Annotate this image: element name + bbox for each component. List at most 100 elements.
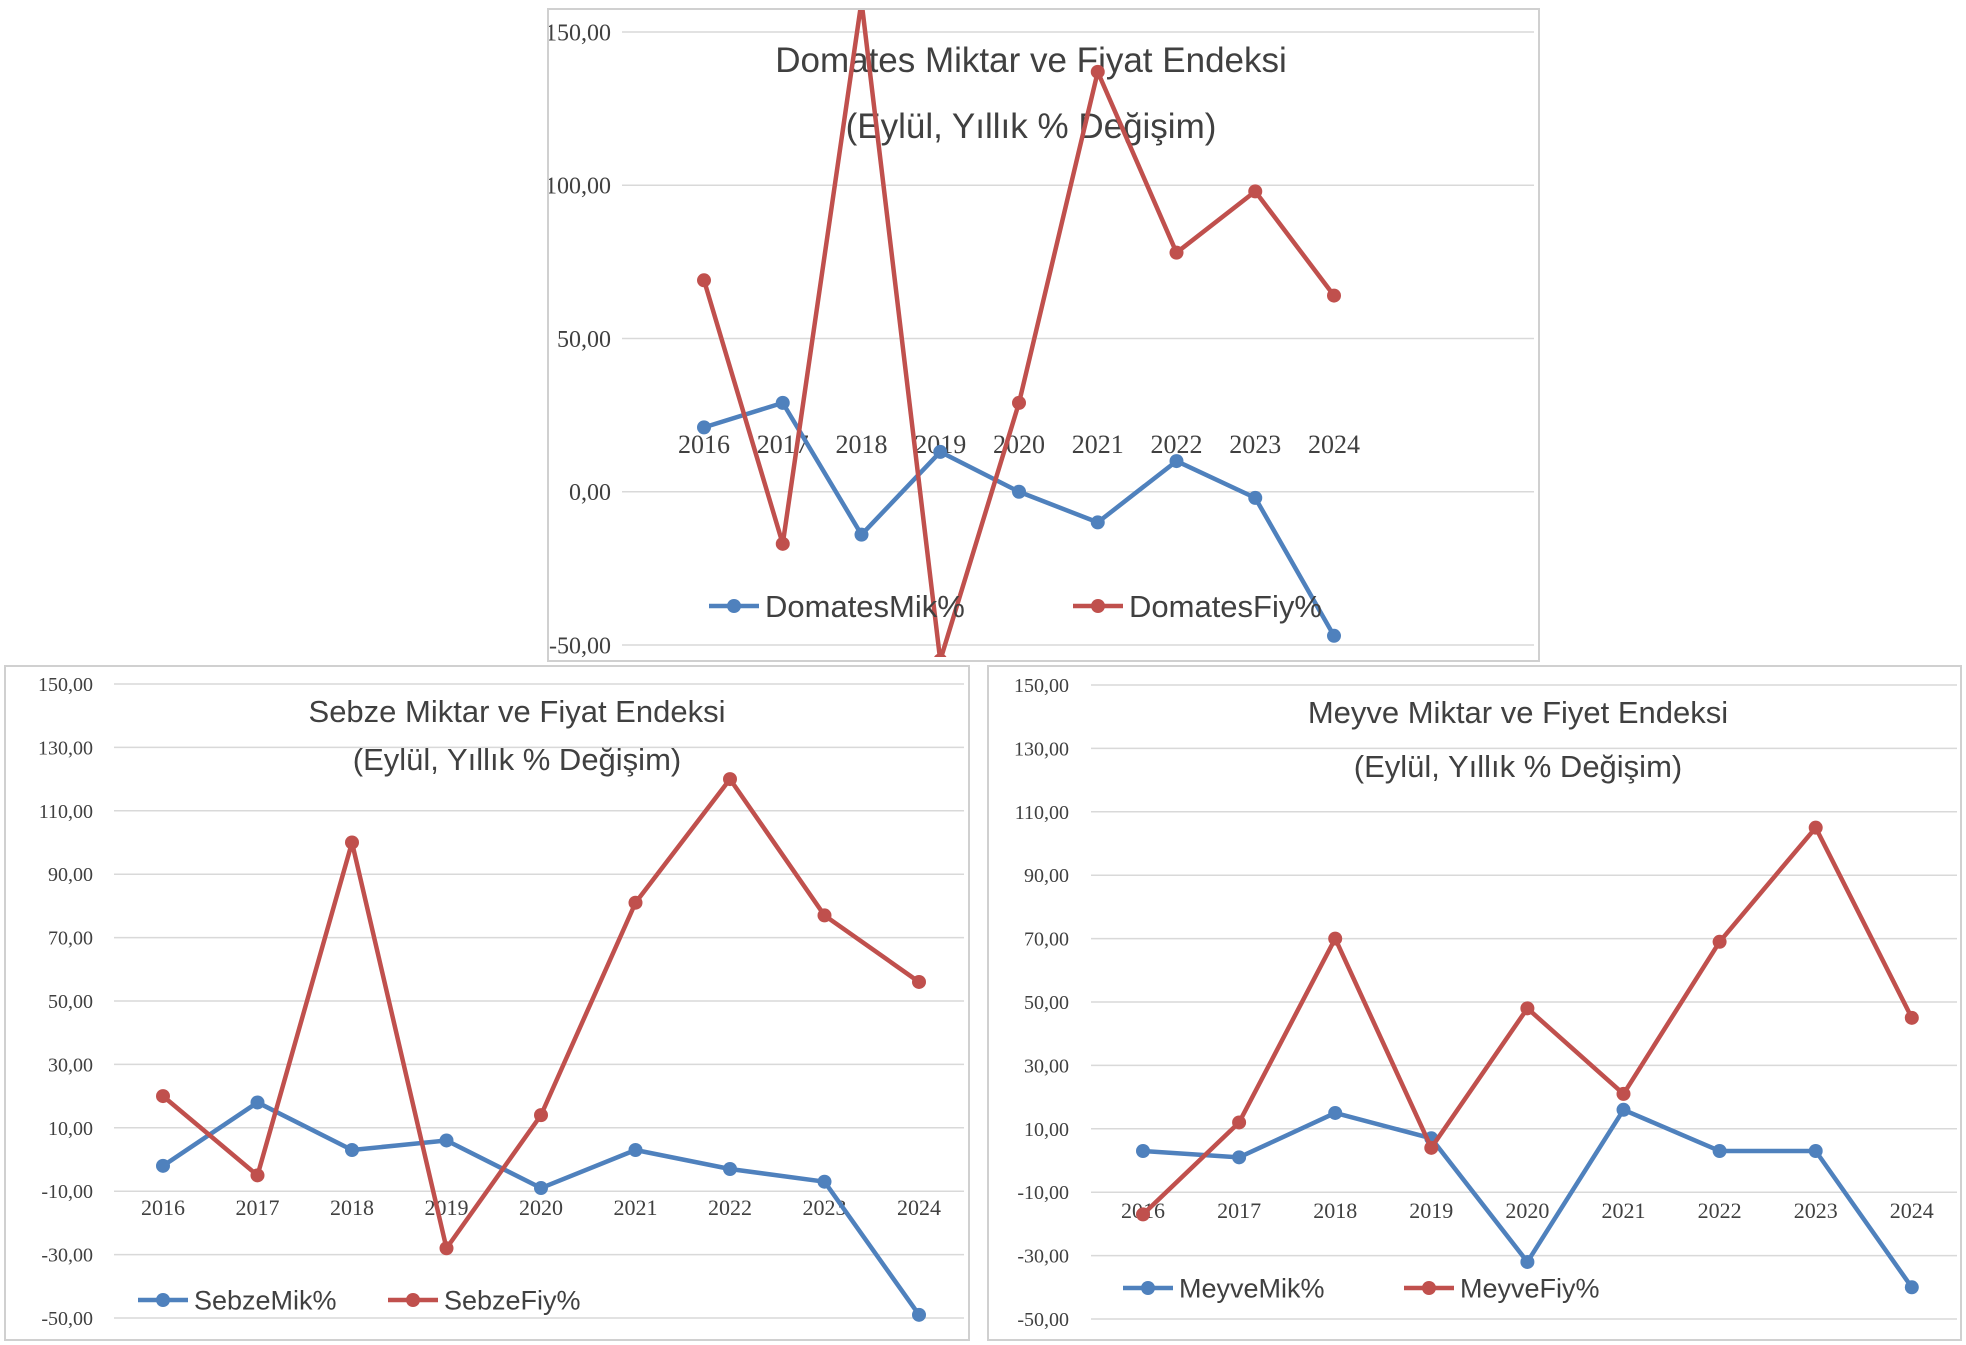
data-point	[1328, 1105, 1343, 1120]
data-point	[156, 1089, 170, 1104]
data-point	[854, 527, 869, 542]
x-tick-label: 2020	[1505, 1198, 1549, 1223]
x-tick-label: 2023	[1794, 1198, 1838, 1223]
data-point	[1248, 490, 1263, 505]
y-tick-label: -10,00	[1017, 1182, 1069, 1204]
data-point	[775, 536, 790, 551]
data-point	[1012, 484, 1026, 499]
x-tick-label: 2024	[897, 1195, 941, 1220]
y-tick-label: 150,00	[549, 20, 611, 46]
data-point	[1012, 395, 1026, 410]
data-point	[1328, 931, 1343, 946]
data-point	[912, 1307, 926, 1322]
data-point	[775, 395, 790, 410]
y-tick-label: -30,00	[1017, 1246, 1069, 1268]
data-point	[534, 1108, 548, 1123]
data-point	[156, 1158, 170, 1173]
chart-subtitle: (Eylül, Yıllık % Değişim)	[1354, 749, 1682, 784]
series-line-1	[1141, 825, 1914, 1217]
chart-title: Domates Miktar ve Fiyat Endeksi	[775, 41, 1287, 80]
data-point	[1520, 1254, 1535, 1269]
data-point	[1232, 1115, 1247, 1130]
data-point	[934, 653, 947, 657]
y-tick-label: 10,00	[1024, 1119, 1069, 1141]
x-tick-label: 2021	[1602, 1198, 1646, 1223]
data-point	[250, 1168, 265, 1183]
meyve-chart-panel: 150,00 130,00 110,00 90,00 70,00 50,00 30,00 10…	[987, 665, 1962, 1341]
y-tick-label: 0,00	[569, 480, 611, 506]
data-point	[1712, 1143, 1727, 1158]
legend-label: MeyveMik%	[1179, 1273, 1325, 1303]
data-point	[628, 895, 643, 910]
domates-chart-panel: 150,00 100,00 50,00 0,00 -50,00 2016 2017 2018 2…	[547, 8, 1540, 662]
y-tick-label: 150,00	[38, 674, 93, 696]
x-tick-label: 2018	[1313, 1198, 1357, 1223]
data-point	[1712, 934, 1727, 949]
chart-subtitle: (Eylül, Yıllık % Değişim)	[353, 742, 681, 777]
y-tick-label: 150,00	[1014, 675, 1069, 697]
y-tick-label: 130,00	[38, 737, 93, 759]
legend-marker	[1141, 1281, 1155, 1295]
data-point	[1327, 628, 1341, 643]
x-tick-label: 2021	[614, 1195, 658, 1220]
x-tick-label: 2022	[708, 1195, 752, 1220]
y-tick-label: 30,00	[1024, 1055, 1069, 1077]
data-point	[697, 273, 711, 288]
data-point	[723, 772, 737, 787]
x-tick-label: 2016	[141, 1195, 185, 1220]
y-tick-label: -50,00	[549, 633, 611, 659]
x-tick-label: 2019	[425, 1195, 469, 1220]
data-point	[1808, 1143, 1823, 1158]
data-point	[1169, 245, 1184, 260]
y-tick-label: 50,00	[1024, 992, 1069, 1014]
x-tick-label: 2022	[1698, 1198, 1742, 1223]
data-point	[345, 1142, 359, 1157]
x-tick-label: 2024	[1308, 430, 1360, 459]
x-tick-label: 2016	[678, 430, 730, 459]
x-tick-label: 2020	[993, 430, 1045, 459]
data-point	[1136, 1207, 1150, 1222]
data-point	[1232, 1150, 1247, 1165]
legend-label: DomatesFiy%	[1129, 589, 1322, 624]
x-tick-label: 2021	[1072, 430, 1124, 459]
data-point	[1090, 64, 1105, 79]
meyve-chart: 150,00 130,00 110,00 90,00 70,00 50,00 30,00 10…	[1014, 675, 1957, 1331]
data-point	[1136, 1143, 1150, 1158]
data-point	[628, 1142, 643, 1157]
data-point	[1616, 1102, 1631, 1117]
sebze-chart-panel: 150,00 130,00 110,00 90,00 70,00 50,00 30,00 10…	[4, 665, 970, 1341]
x-tick-label: 2024	[1890, 1198, 1934, 1223]
x-tick-label: 2017	[1217, 1198, 1261, 1223]
data-point	[1327, 288, 1341, 303]
y-tick-label: 50,00	[48, 991, 93, 1013]
data-point	[933, 444, 948, 459]
data-point	[1904, 1280, 1919, 1295]
y-tick-label: 110,00	[39, 801, 93, 823]
data-point	[697, 420, 711, 435]
y-tick-label: -50,00	[41, 1308, 93, 1330]
data-point	[1616, 1086, 1631, 1101]
data-point	[1520, 1001, 1535, 1016]
y-tick-label: 100,00	[549, 174, 611, 200]
legend-label: DomatesMik%	[765, 589, 965, 624]
y-tick-label: 50,00	[557, 327, 611, 353]
data-point	[1090, 515, 1105, 530]
legend-marker	[727, 599, 741, 613]
y-tick-label: 10,00	[48, 1118, 93, 1140]
x-tick-label: 2017	[236, 1195, 280, 1220]
y-tick-label: 90,00	[1024, 865, 1069, 887]
data-point	[817, 908, 832, 923]
data-point	[534, 1181, 548, 1196]
legend-label: SebzeFiy%	[444, 1285, 581, 1315]
x-tick-label: 2020	[519, 1195, 563, 1220]
data-point	[439, 1241, 454, 1256]
data-point	[345, 835, 359, 850]
x-tick-label: 2023	[803, 1195, 847, 1220]
x-tick-label: 2023	[1229, 430, 1281, 459]
data-point	[439, 1133, 454, 1148]
data-point	[817, 1174, 832, 1189]
data-point	[1169, 454, 1184, 469]
y-tick-label: -50,00	[1017, 1309, 1069, 1331]
x-tick-label: 2019	[1409, 1198, 1453, 1223]
